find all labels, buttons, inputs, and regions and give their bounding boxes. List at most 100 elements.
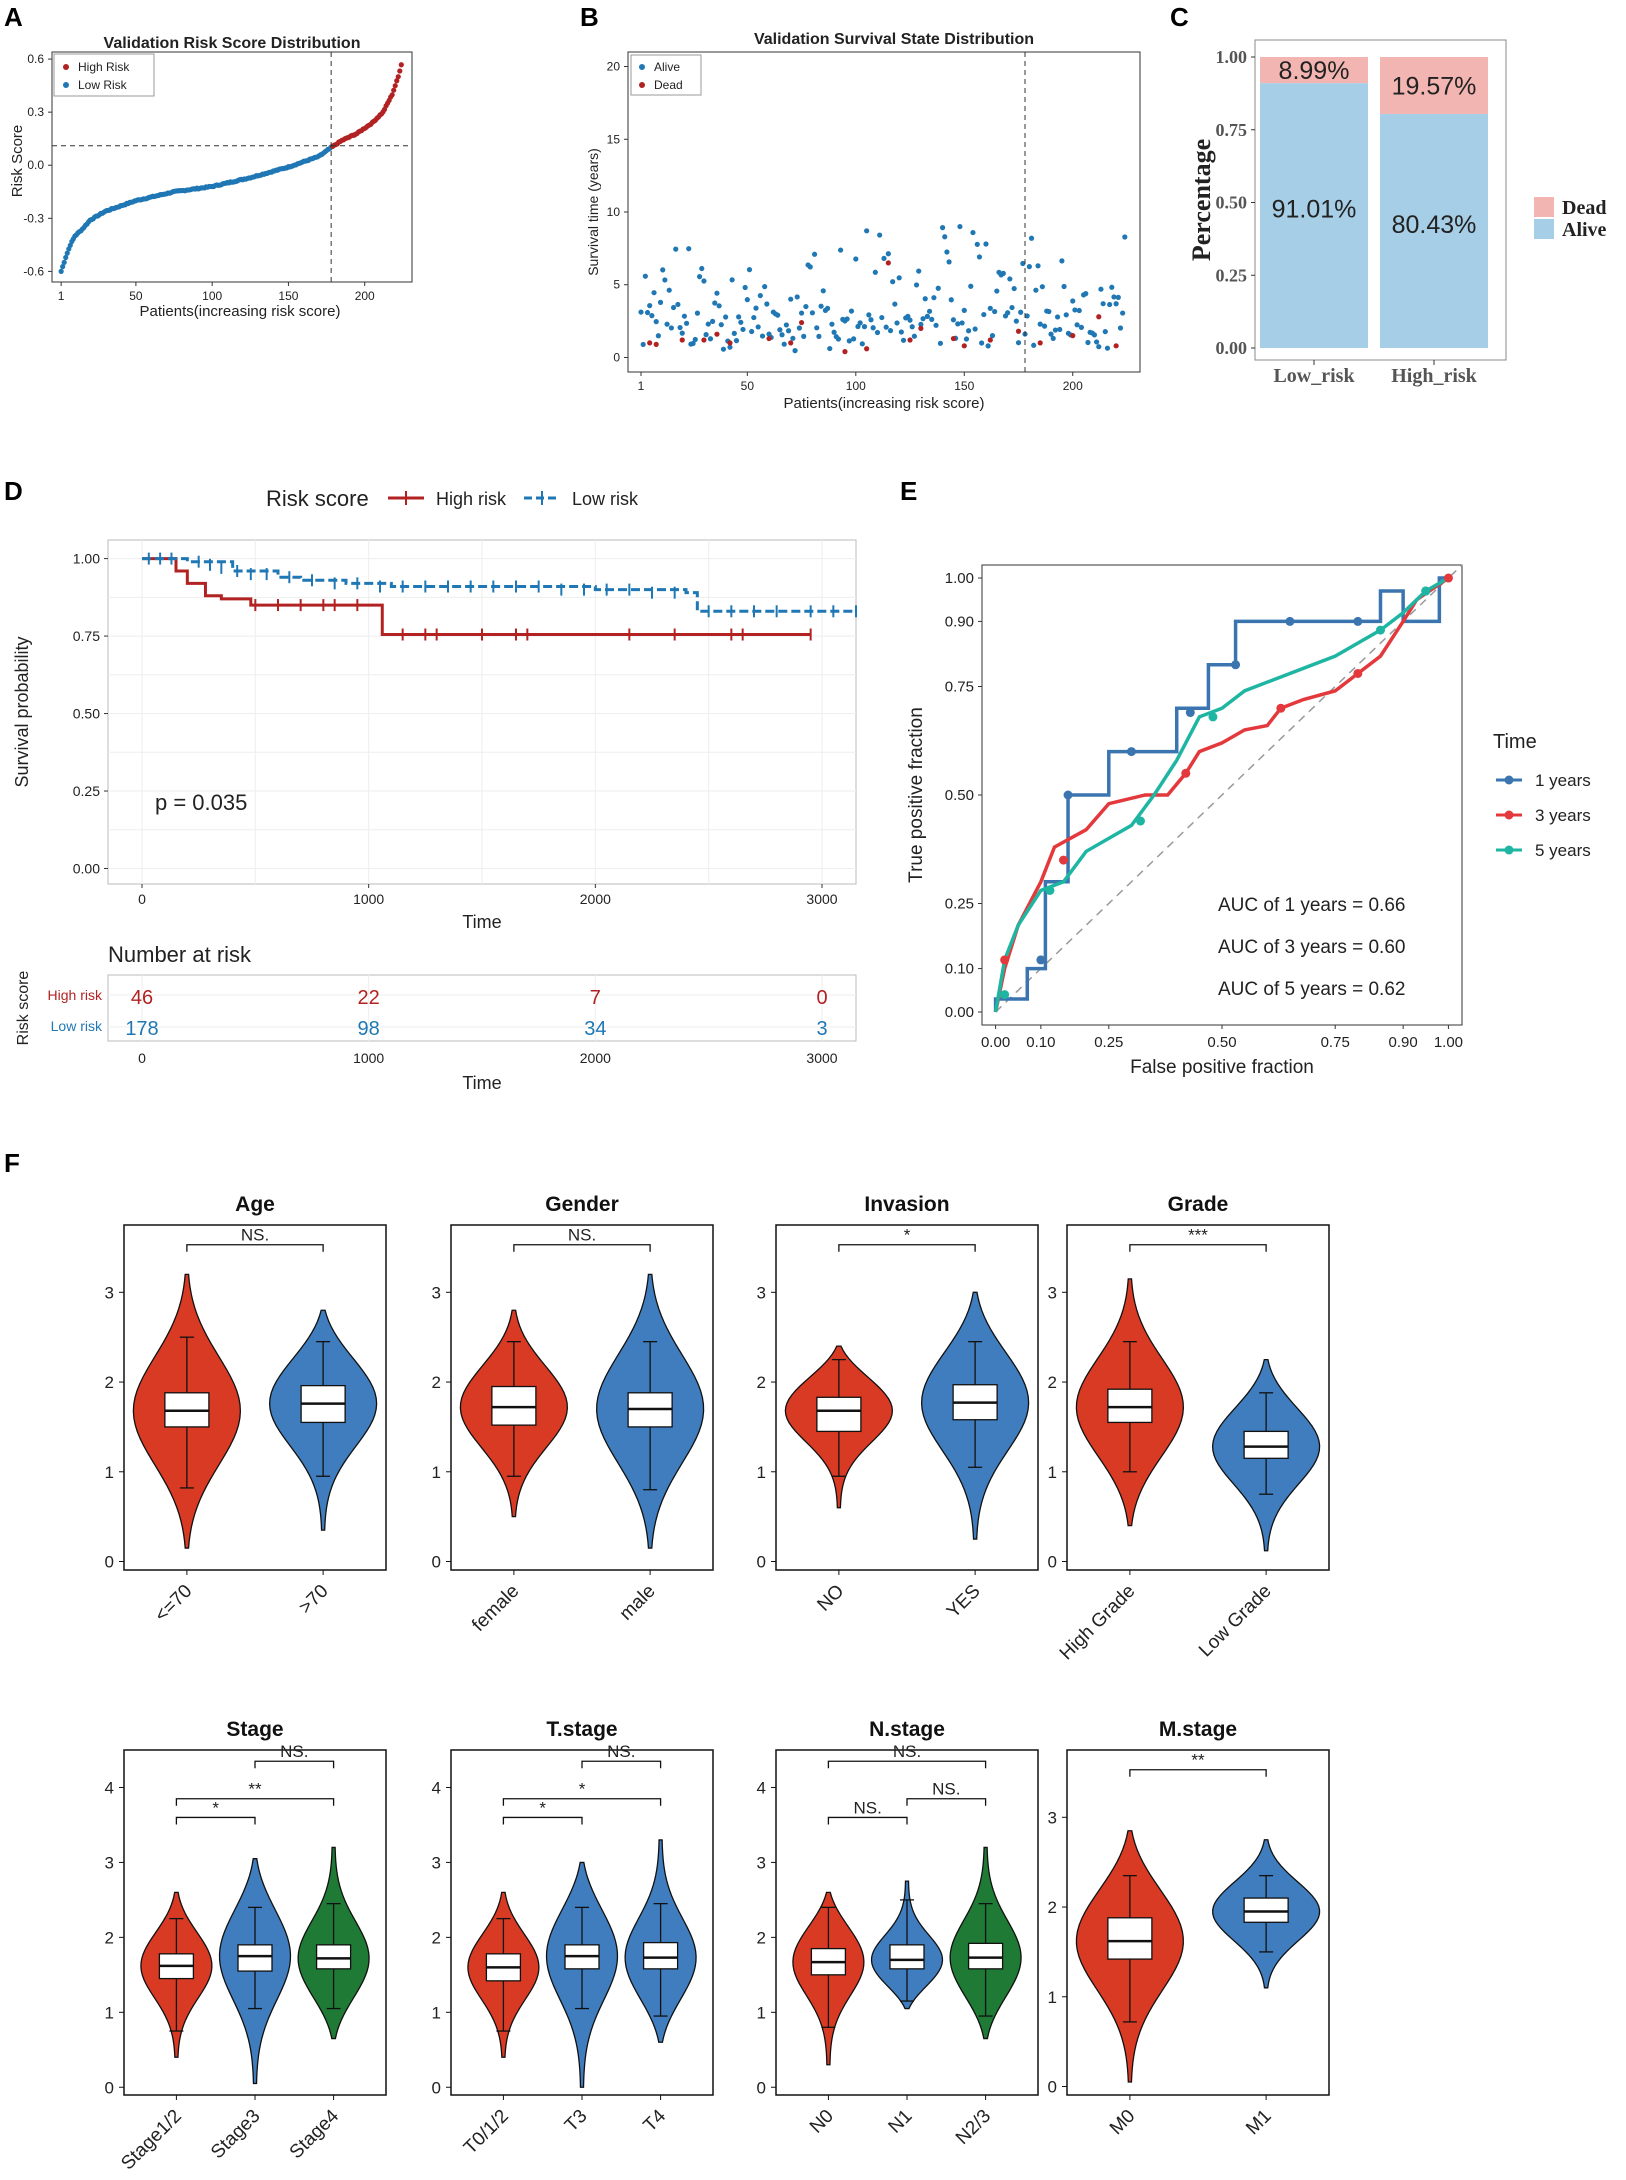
roc-marker xyxy=(1181,768,1191,778)
alive-point xyxy=(710,318,716,324)
risk-x-tick-label: 0 xyxy=(138,1050,146,1066)
risk-count: 34 xyxy=(584,1018,606,1040)
significance-label: * xyxy=(904,1226,911,1245)
violin-frame xyxy=(1066,1749,1330,2096)
significance-label: * xyxy=(539,1798,546,1817)
alive-point xyxy=(716,303,722,309)
alive-point xyxy=(638,309,644,315)
dead-point xyxy=(1096,314,1102,320)
x-axis-label: False positive fraction xyxy=(1130,1057,1314,1078)
y-tick-label: 3 xyxy=(1048,1808,1057,1827)
y-tick-label: 15 xyxy=(607,132,621,146)
alive-point xyxy=(809,310,816,316)
alive-point xyxy=(718,322,724,328)
dead-point xyxy=(788,340,794,346)
risk-point xyxy=(63,254,69,261)
x-tick-label: Low_risk xyxy=(1273,365,1355,387)
plot-frame xyxy=(1254,39,1507,361)
alive-point xyxy=(851,336,857,342)
violin-frame xyxy=(775,1224,1039,1571)
x-tick-label: 150 xyxy=(278,289,298,303)
y-tick-label: 4 xyxy=(757,1778,766,1797)
alive-point xyxy=(692,336,698,343)
y-tick-label: 0.50 xyxy=(73,706,100,722)
alive-point xyxy=(660,267,666,273)
bar-label-dead: 19.57% xyxy=(1392,72,1477,100)
alive-point xyxy=(727,344,733,350)
y-tick-label: 3 xyxy=(757,1283,766,1302)
risk-x-tick-label: 2000 xyxy=(580,1050,611,1066)
bar-label-alive: 80.43% xyxy=(1392,211,1477,239)
alive-point xyxy=(966,328,972,334)
x-tick-label: 0.75 xyxy=(1321,1034,1350,1051)
panel-e-roc: 0.00 0.00 0.10 0.10 0.25 0.25 0.50 0.50 0.75 0.75… xyxy=(906,564,1591,1078)
y-tick-label: 0 xyxy=(105,1553,114,1572)
x-tick-label: Stage3 xyxy=(207,2106,264,2163)
significance-label: * xyxy=(579,1780,586,1799)
significance-label: ** xyxy=(248,1780,262,1799)
x-tick-label: 2000 xyxy=(580,891,611,907)
risk-point xyxy=(395,74,401,80)
dead-point xyxy=(701,337,707,343)
alive-point xyxy=(1046,308,1052,315)
y-tick-label: 1 xyxy=(432,2003,441,2022)
legend-label: High Risk xyxy=(78,60,130,74)
alive-point xyxy=(955,321,961,327)
bar-alive-Low_risk xyxy=(1260,83,1368,349)
x-tick-label: N1 xyxy=(885,2106,917,2138)
alive-point xyxy=(1015,340,1022,346)
alive-point xyxy=(920,316,926,322)
alive-point xyxy=(989,333,996,339)
legend-label: 1 years xyxy=(1535,771,1591,790)
dead-point xyxy=(961,343,967,349)
dead-point xyxy=(907,337,913,343)
alive-point xyxy=(896,275,902,281)
significance-bracket xyxy=(513,1244,651,1252)
risk-count: 22 xyxy=(358,987,380,1009)
y-tick-label: 1 xyxy=(105,1463,114,1482)
risk-point xyxy=(397,68,403,74)
alive-point xyxy=(872,269,878,275)
alive-point xyxy=(649,313,655,319)
violin-title: Grade xyxy=(1168,1193,1229,1216)
roc-marker xyxy=(1353,616,1363,626)
alive-point xyxy=(900,337,907,343)
alive-point xyxy=(731,330,737,336)
alive-point xyxy=(905,313,911,319)
significance-label: ** xyxy=(1191,1751,1205,1770)
alive-point xyxy=(775,312,781,318)
box xyxy=(1107,1917,1153,1960)
roc-marker xyxy=(1276,703,1286,713)
dead-point xyxy=(842,349,848,355)
x-tick-label: Stage1/2 xyxy=(117,2106,186,2175)
alive-point xyxy=(916,268,922,274)
x-tick-label: 100 xyxy=(846,379,866,393)
y-tick-label: 3 xyxy=(432,1853,441,1872)
alive-point xyxy=(848,308,855,314)
x-tick-label: T3 xyxy=(561,2106,592,2137)
y-tick-label: 0.90 xyxy=(945,613,974,630)
alive-point xyxy=(701,278,707,284)
alive-point xyxy=(794,294,800,300)
alive-point xyxy=(653,319,659,325)
box xyxy=(315,1944,352,1970)
y-tick-label: 0.3 xyxy=(27,105,44,119)
alive-point xyxy=(670,304,677,311)
alive-point xyxy=(740,326,746,333)
alive-point xyxy=(657,299,664,305)
dead-point xyxy=(679,337,685,343)
y-tick-label: 0.25 xyxy=(1216,265,1248,285)
alive-point xyxy=(933,322,939,328)
y-tick-label: 0 xyxy=(613,350,620,364)
dead-point xyxy=(798,319,805,326)
alive-point xyxy=(957,223,963,230)
alive-point xyxy=(885,251,891,257)
bar-label-dead: 8.99% xyxy=(1279,57,1350,85)
auc-label: AUC of 1 years = 0.66 xyxy=(1218,895,1405,916)
significance-bracket xyxy=(827,1816,908,1825)
significance-label: NS. xyxy=(932,1780,960,1799)
roc-marker xyxy=(1126,747,1136,757)
violin-title: M.stage xyxy=(1159,1718,1237,1741)
x-tick-label: male xyxy=(616,1581,660,1625)
